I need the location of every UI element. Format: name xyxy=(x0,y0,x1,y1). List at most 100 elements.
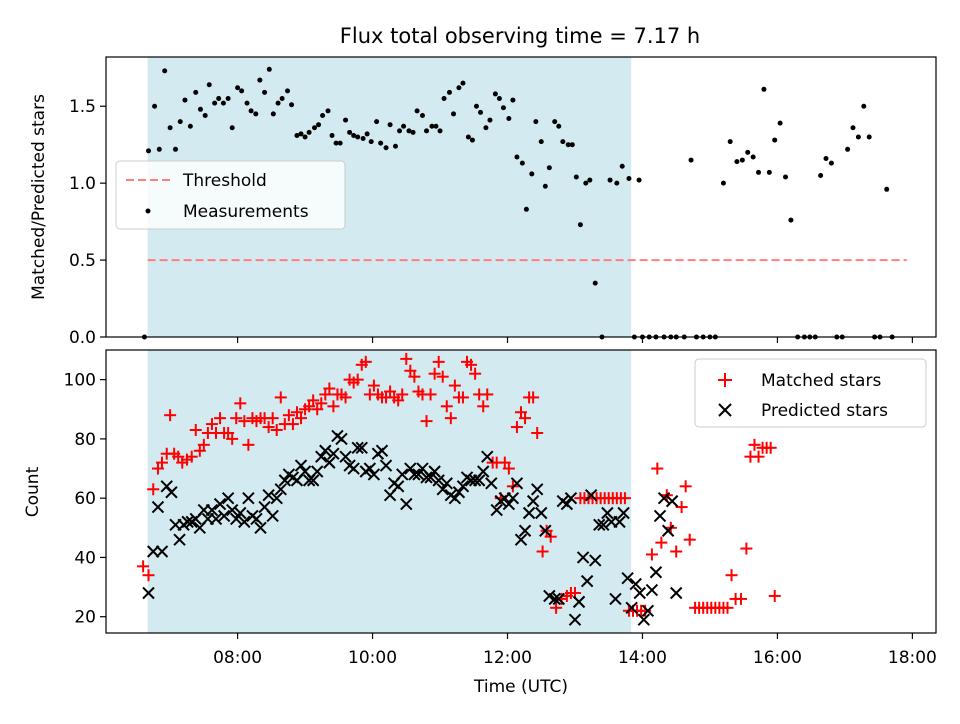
predicted-star-marker xyxy=(335,432,348,446)
predicted-star-marker xyxy=(535,506,548,520)
predicted-star-marker xyxy=(327,447,340,460)
measurement-point xyxy=(167,125,173,131)
predicted-star-marker xyxy=(306,474,320,487)
x-tick-label: 10:00 xyxy=(348,648,397,668)
predicted-star-marker xyxy=(339,450,352,463)
predicted-star-marker xyxy=(472,474,486,487)
predicted-star-marker xyxy=(173,533,186,546)
predicted-star-marker xyxy=(530,483,544,496)
measurement-point xyxy=(465,134,471,140)
matched-star-marker xyxy=(315,397,328,410)
matched-star-marker xyxy=(274,391,287,404)
matched-star-marker xyxy=(440,400,453,413)
measurement-point xyxy=(374,119,380,125)
measurement-point xyxy=(401,123,407,129)
predicted-star-marker xyxy=(514,533,528,546)
measurement-point xyxy=(688,157,694,163)
predicted-star-marker xyxy=(661,524,675,537)
predicted-star-marker xyxy=(181,515,194,529)
measurement-point xyxy=(626,176,632,182)
predicted-star-marker xyxy=(653,509,667,523)
matched-star-marker xyxy=(645,548,658,561)
x-tick-label: 14:00 xyxy=(618,648,667,668)
predicted-star-marker xyxy=(242,491,255,505)
legend-measurement-swatch xyxy=(145,208,151,214)
predicted-star-marker xyxy=(436,483,449,496)
predicted-star-marker xyxy=(278,474,292,487)
measurement-point xyxy=(257,77,263,83)
matched-star-marker xyxy=(339,391,352,404)
measurement-point xyxy=(173,146,179,152)
matched-star-marker xyxy=(230,412,243,425)
matched-star-marker xyxy=(367,379,380,392)
measurement-point xyxy=(538,139,544,145)
predicted-star-marker xyxy=(641,604,655,617)
measurement-point xyxy=(542,183,548,189)
matched-star-marker xyxy=(323,382,336,395)
matched-star-marker xyxy=(544,530,557,543)
x-tick-label: 18:00 xyxy=(888,648,937,668)
predicted-star-marker xyxy=(142,586,155,600)
predicted-star-marker xyxy=(238,515,251,529)
matched-star-marker xyxy=(226,432,239,445)
predicted-star-marker xyxy=(657,491,671,505)
predicted-star-marker xyxy=(560,497,574,511)
matched-star-marker xyxy=(164,409,177,422)
measurement-point xyxy=(614,180,620,186)
measurement-point xyxy=(866,134,872,140)
matched-star-marker xyxy=(683,533,696,546)
measurement-point xyxy=(855,134,861,140)
matched-star-marker xyxy=(286,418,299,431)
measurement-point xyxy=(329,132,335,138)
matched-star-marker xyxy=(618,492,631,505)
predicted-star-marker xyxy=(151,500,165,514)
legend-measurement-label: Measurements xyxy=(183,202,309,222)
top-y-tick-label: 1.5 xyxy=(69,97,96,117)
measurement-point xyxy=(244,100,250,106)
predicted-star-marker xyxy=(502,497,516,511)
predicted-star-marker xyxy=(391,480,405,493)
predicted-star-marker xyxy=(609,592,622,606)
measurement-point xyxy=(146,148,152,154)
legend-matched-label: Matched stars xyxy=(761,371,881,391)
x-tick-label: 16:00 xyxy=(753,648,802,668)
measurement-point xyxy=(193,89,199,95)
figure-title: Flux total observing time = 7.17 h xyxy=(340,24,700,48)
measurement-point xyxy=(556,123,562,129)
predicted-star-marker xyxy=(621,571,634,585)
predicted-star-marker xyxy=(262,488,275,502)
measurement-point xyxy=(270,111,276,117)
predicted-star-marker xyxy=(490,503,503,517)
predicted-star-marker xyxy=(552,592,565,606)
matched-star-marker xyxy=(721,601,734,614)
matched-star-marker xyxy=(536,545,549,558)
x-axis-label: Time (UTC) xyxy=(473,677,568,697)
predicted-star-marker xyxy=(234,506,247,520)
measurement-point xyxy=(368,139,374,145)
measurement-point xyxy=(239,88,245,94)
predicted-star-marker xyxy=(539,524,552,537)
predicted-star-marker xyxy=(649,566,663,579)
matched-star-marker xyxy=(428,367,441,380)
legend-predicted-label: Predicted stars xyxy=(761,401,888,421)
measurement-point xyxy=(546,165,552,171)
predicted-star-marker xyxy=(440,477,453,490)
predicted-star-marker xyxy=(155,545,169,558)
predicted-star-marker xyxy=(351,441,364,454)
predicted-star-marker xyxy=(576,551,590,564)
matched-star-marker xyxy=(234,397,247,410)
measurement-point xyxy=(202,112,208,118)
measurement-point xyxy=(884,186,890,192)
measurement-point xyxy=(316,122,322,128)
predicted-star-marker xyxy=(323,456,336,469)
measurement-point xyxy=(437,128,443,134)
bottom-y-tick-label: 80 xyxy=(74,430,96,450)
matched-star-marker xyxy=(675,501,688,514)
predicted-star-marker xyxy=(518,524,532,537)
measurement-point xyxy=(533,119,539,125)
predicted-star-marker xyxy=(625,601,638,615)
measurement-point xyxy=(529,171,535,177)
measurement-point xyxy=(496,96,502,102)
predicted-star-marker xyxy=(593,518,606,532)
predicted-star-marker xyxy=(420,471,433,484)
